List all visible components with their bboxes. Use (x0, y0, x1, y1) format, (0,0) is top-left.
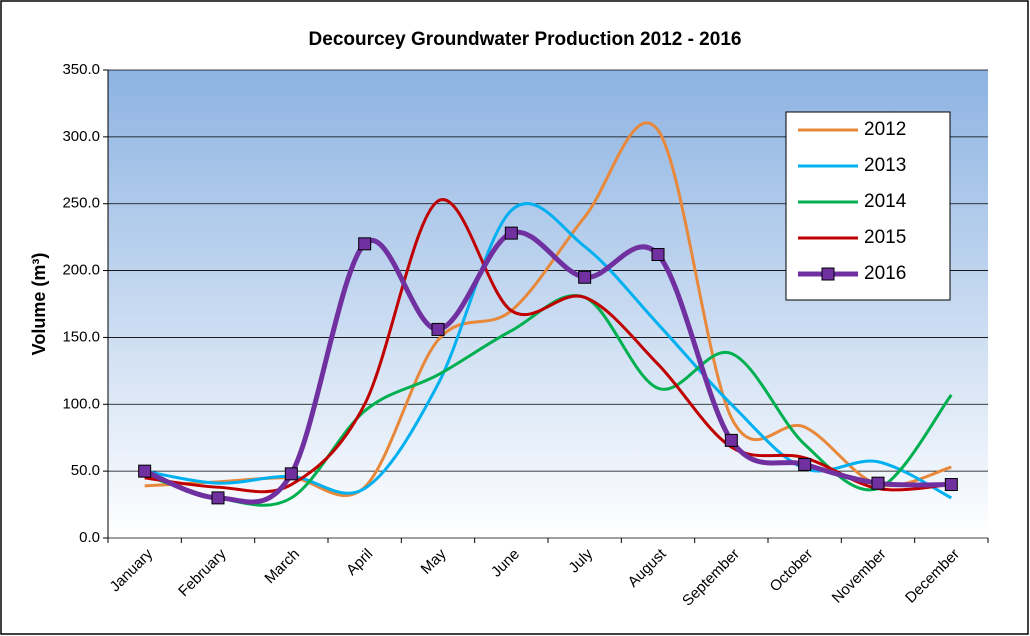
legend-box (785, 111, 951, 301)
point-marker (211, 491, 225, 505)
legend-marker (821, 267, 835, 281)
series-line (144, 198, 952, 494)
point-marker (944, 478, 958, 492)
legend-label: 2016 (864, 263, 906, 284)
y-tick-label: 150.0 (62, 328, 100, 345)
point-marker (651, 248, 665, 262)
point-marker (138, 464, 152, 478)
y-tick-label: 200.0 (62, 262, 100, 279)
point-marker (358, 237, 372, 251)
point-marker (284, 467, 298, 481)
y-axis-label: Volume (m³) (29, 253, 49, 356)
chart-title: Decourcey Groundwater Production 2012 - … (309, 29, 742, 50)
legend-label: 2012 (864, 119, 906, 140)
y-tick-label: 250.0 (62, 195, 100, 212)
y-tick-label: 50.0 (71, 462, 100, 479)
legend-label: 2015 (864, 227, 906, 248)
point-marker (798, 457, 812, 471)
point-marker (724, 433, 738, 447)
y-tick-label: 100.0 (62, 395, 100, 412)
point-marker (578, 270, 592, 284)
series-line (144, 121, 952, 497)
point-marker (504, 226, 518, 240)
legend-label: 2013 (864, 155, 906, 176)
y-tick-label: 0.0 (79, 529, 100, 546)
legend-label: 2014 (864, 191, 907, 212)
y-tick-label: 350.0 (62, 61, 100, 78)
y-tick-label: 300.0 (62, 128, 100, 145)
point-marker (871, 476, 885, 490)
point-marker (431, 322, 445, 336)
